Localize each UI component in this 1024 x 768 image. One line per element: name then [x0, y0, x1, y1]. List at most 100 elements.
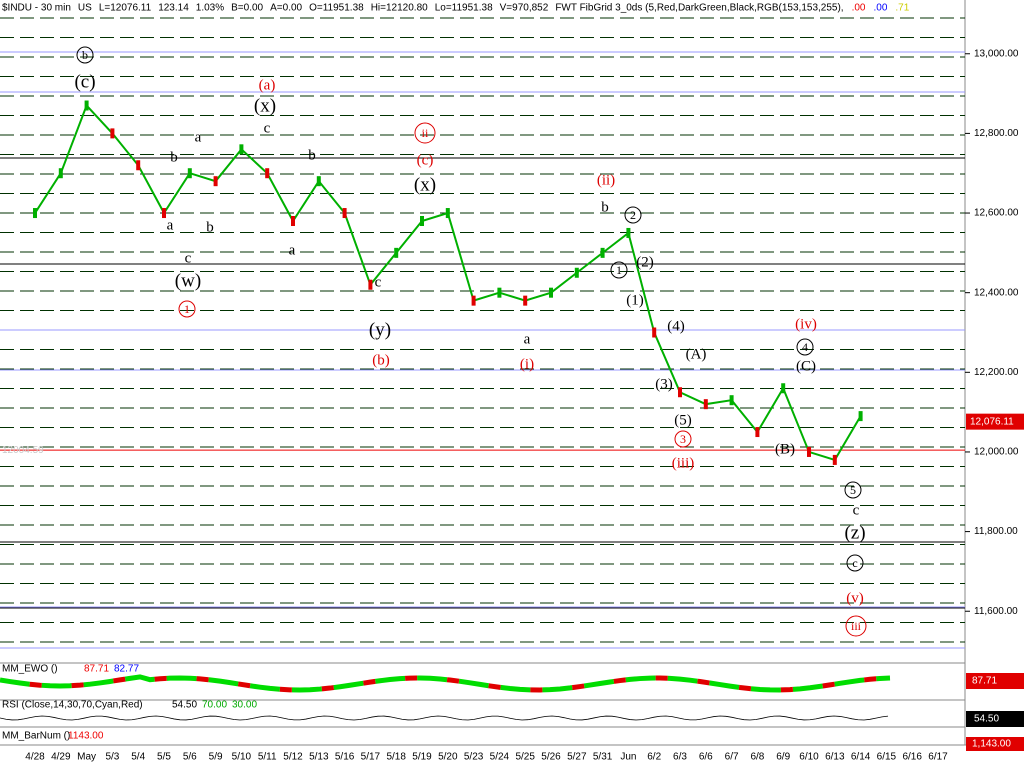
price-bar [549, 287, 553, 298]
wave-label: (5) [674, 412, 692, 428]
price-bar [445, 208, 450, 219]
wave-label: (z) [844, 522, 865, 543]
price-bar [110, 128, 115, 139]
wave-label: 1 [616, 263, 622, 277]
price-bar [136, 160, 141, 171]
wave-circle [624, 206, 642, 224]
wave-label: (x) [254, 95, 276, 116]
y-tick-label: 12,800.00 [974, 128, 1019, 139]
ewo-box-label: 87.71 [972, 676, 997, 687]
header-text: FWT FibGrid 3_0ds (5,Red,DarkGreen,Black… [555, 3, 843, 14]
x-tick-label: 5/23 [464, 752, 484, 763]
price-bar [187, 168, 192, 179]
x-tick-label: 5/12 [283, 752, 303, 763]
wave-label: 3 [680, 432, 686, 446]
wave-label: b [206, 219, 214, 235]
x-tick-label: 6/14 [851, 752, 871, 763]
header-text: 1.03% [196, 3, 224, 14]
wave-label: (y) [369, 319, 391, 340]
price-bar [858, 411, 863, 422]
wave-label: ii [422, 126, 429, 140]
price-bar [342, 208, 347, 219]
last-price-box [966, 413, 1024, 430]
price-bar [807, 446, 811, 457]
wave-label: (3) [655, 376, 673, 392]
wave-circle [76, 46, 94, 64]
header-text: 123.14 [158, 3, 189, 14]
wave-label: c [264, 120, 271, 136]
wave-label: a [524, 331, 531, 347]
x-tick-label: 5/16 [335, 752, 355, 763]
header-text: .00 [852, 3, 866, 14]
rsi-box-label: 54.50 [974, 714, 999, 725]
x-tick-label: 4/29 [51, 752, 71, 763]
y-tick-label: 12,200.00 [974, 367, 1019, 378]
x-tick-label: 5/4 [131, 752, 145, 763]
rsi-value: 54.50 [172, 700, 197, 711]
wave-label: c [375, 274, 382, 290]
price-bar [703, 399, 708, 410]
y-tick-label: 13,000.00 [974, 48, 1019, 59]
rsi-value: 70.00 [202, 700, 227, 711]
price-bar [832, 454, 837, 465]
wave-label: (i) [520, 356, 534, 372]
price-bar [265, 168, 270, 179]
x-tick-label: May [77, 752, 96, 763]
x-tick-label: 5/6 [183, 752, 197, 763]
x-tick-label: 4/28 [25, 752, 45, 763]
price-bar [781, 383, 786, 394]
wave-label: b [170, 149, 178, 165]
wave-circle [845, 615, 867, 637]
wave-label: (A) [686, 346, 707, 362]
header-text: Lo=11951.38 [435, 3, 493, 14]
wave-circle [844, 481, 862, 499]
price-bar [600, 247, 605, 258]
price-bar [33, 208, 37, 219]
wave-label: b [308, 147, 316, 163]
rsi-box [966, 711, 1024, 727]
price-bar [678, 387, 682, 398]
x-tick-label: 5/31 [593, 752, 613, 763]
last-price-label: 12,076.11 [970, 416, 1014, 427]
wave-label: (b) [372, 352, 390, 368]
x-tick-label: 6/6 [699, 752, 713, 763]
header-text: .00 [874, 3, 888, 14]
wave-label: 5 [850, 483, 856, 497]
header-text: $INDU - 30 min [2, 3, 71, 14]
header-text: A=0.00 [270, 3, 302, 14]
x-tick-label: 5/13 [309, 752, 329, 763]
x-tick-label: 6/15 [877, 752, 897, 763]
barnum-box-label: 1,143.00 [972, 739, 1011, 750]
ewo-box [966, 673, 1024, 689]
wave-label: c [185, 250, 192, 266]
rsi-line [0, 715, 889, 721]
wave-label: (w) [175, 270, 201, 291]
x-tick-label: 6/16 [902, 752, 922, 763]
header-text: O=11951.38 [309, 3, 364, 14]
price-bar [523, 295, 528, 306]
price-bar [471, 295, 476, 306]
price-bar [316, 176, 321, 187]
ewo-value: 82.77 [114, 664, 139, 675]
x-tick-label: 6/13 [825, 752, 845, 763]
x-tick-label: 5/19 [412, 752, 432, 763]
x-tick-label: 5/11 [258, 752, 277, 763]
wave-label: 4 [802, 340, 808, 354]
wave-label: (c) [74, 71, 95, 92]
wave-label: (C) [796, 358, 816, 374]
header-text: V=970,852 [500, 3, 549, 14]
price-bar [239, 144, 244, 155]
wave-circle [674, 430, 692, 448]
wave-circle [796, 338, 814, 356]
x-tick-label: Jun [620, 752, 636, 763]
price-bar [729, 395, 734, 406]
ewo-line-red [0, 674, 891, 693]
wave-label: (1) [626, 292, 644, 308]
wave-label: (c) [417, 152, 434, 168]
wave-circle [178, 300, 196, 318]
wave-circle [846, 554, 864, 572]
price-bar [84, 100, 89, 111]
price-bar [213, 176, 218, 187]
